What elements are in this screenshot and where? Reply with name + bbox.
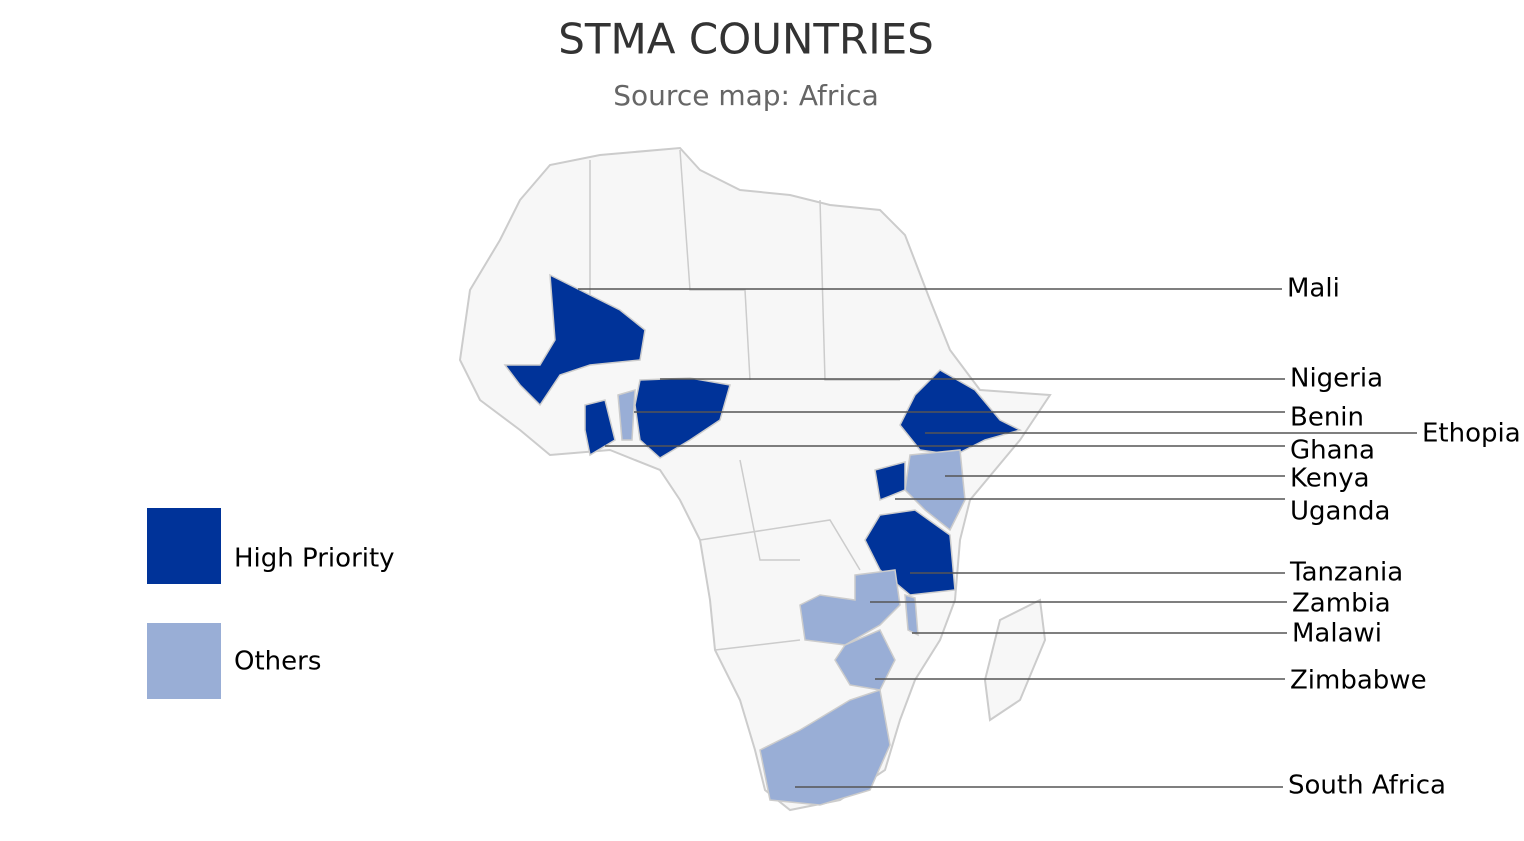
country-label: Kenya [1290,464,1370,494]
country-label: Zambia [1292,589,1391,619]
country-shape [759,689,891,806]
legend-swatch [147,508,221,584]
country-label: South Africa [1288,771,1446,801]
country-label: Malawi [1292,619,1382,649]
madagascar [983,598,1047,722]
country-shape [503,273,646,407]
legend-label: High Priority [234,544,395,574]
country-label: Mali [1287,274,1340,304]
country-label: Nigeria [1290,364,1383,394]
country-label: Zimbabwe [1290,666,1427,696]
country-shape [634,377,731,459]
country-label: Benin [1290,403,1364,433]
country-shape [874,461,906,502]
legend-label: Others [234,647,321,677]
country-label: Ethopia [1422,419,1521,449]
country-shape [904,593,919,637]
subtitle: Source map: Africa [613,79,878,112]
country-shape [617,388,636,441]
country-shape [799,569,901,646]
title: STMA COUNTRIES [558,15,934,64]
legend-swatch [147,623,221,699]
country-label: Uganda [1290,497,1390,527]
leader-lines [578,288,1417,788]
country-shape [584,399,616,457]
country-label: Tanzania [1289,558,1403,588]
country-label: Ghana [1290,436,1375,466]
internal-borders [589,149,900,651]
